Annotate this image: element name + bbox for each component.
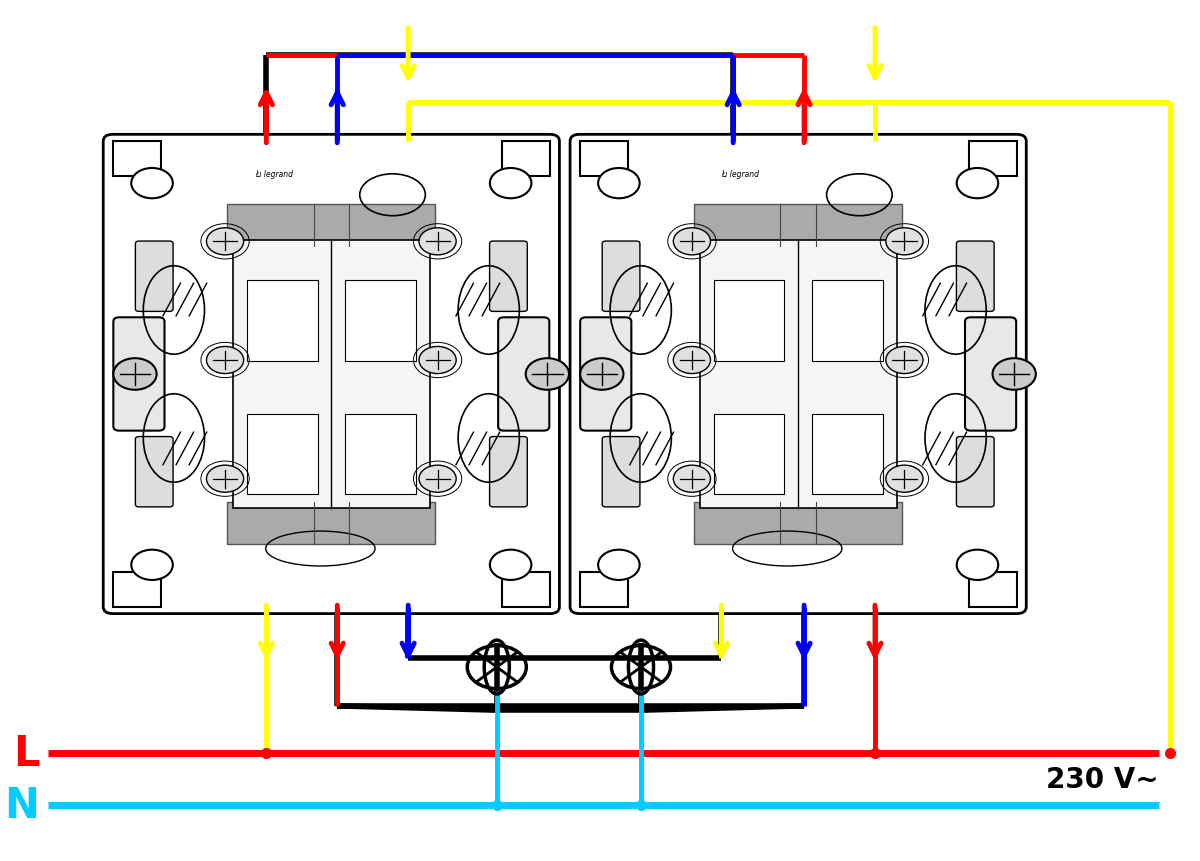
Bar (113, 142, 161, 177)
FancyBboxPatch shape (570, 135, 1026, 614)
Bar (714, 415, 785, 495)
Text: N: N (5, 784, 40, 826)
Circle shape (526, 359, 569, 390)
FancyBboxPatch shape (136, 242, 173, 312)
Circle shape (113, 359, 157, 390)
FancyBboxPatch shape (956, 437, 994, 507)
Bar (247, 415, 318, 495)
Bar (812, 281, 883, 361)
Bar (580, 142, 628, 177)
Circle shape (956, 169, 998, 199)
Bar (502, 572, 550, 607)
Circle shape (886, 466, 923, 492)
Bar (714, 281, 785, 361)
FancyBboxPatch shape (965, 318, 1016, 431)
Text: Łı legrand: Łı legrand (721, 170, 760, 179)
Bar (502, 142, 550, 177)
Circle shape (419, 228, 456, 256)
Circle shape (956, 550, 998, 580)
FancyBboxPatch shape (113, 318, 164, 431)
Bar (695, 205, 902, 247)
Circle shape (992, 359, 1036, 390)
FancyBboxPatch shape (136, 437, 173, 507)
Circle shape (206, 347, 244, 375)
Circle shape (673, 466, 710, 492)
FancyBboxPatch shape (602, 242, 640, 312)
Circle shape (598, 169, 640, 199)
Bar (228, 503, 436, 544)
Text: L: L (13, 733, 40, 774)
Bar (233, 241, 430, 508)
Circle shape (580, 359, 624, 390)
Circle shape (131, 550, 173, 580)
Circle shape (419, 466, 456, 492)
Bar (228, 205, 436, 247)
FancyBboxPatch shape (602, 437, 640, 507)
Circle shape (490, 169, 532, 199)
Bar (968, 572, 1016, 607)
Bar (346, 281, 416, 361)
Circle shape (419, 347, 456, 375)
Circle shape (206, 466, 244, 492)
Text: Łı legrand: Łı legrand (254, 170, 293, 179)
Bar (580, 572, 628, 607)
FancyBboxPatch shape (956, 242, 994, 312)
FancyBboxPatch shape (490, 437, 527, 507)
Circle shape (673, 228, 710, 256)
Bar (700, 241, 896, 508)
Circle shape (490, 550, 532, 580)
Text: 230 V∼: 230 V∼ (1046, 765, 1159, 793)
Bar (346, 415, 416, 495)
Circle shape (673, 347, 710, 375)
Circle shape (206, 228, 244, 256)
FancyBboxPatch shape (490, 242, 527, 312)
Circle shape (886, 347, 923, 375)
FancyBboxPatch shape (580, 318, 631, 431)
Circle shape (886, 228, 923, 256)
Circle shape (598, 550, 640, 580)
Circle shape (131, 169, 173, 199)
Bar (695, 503, 902, 544)
Bar (247, 281, 318, 361)
Bar (968, 142, 1016, 177)
Bar (812, 415, 883, 495)
FancyBboxPatch shape (103, 135, 559, 614)
FancyBboxPatch shape (498, 318, 550, 431)
Bar (113, 572, 161, 607)
